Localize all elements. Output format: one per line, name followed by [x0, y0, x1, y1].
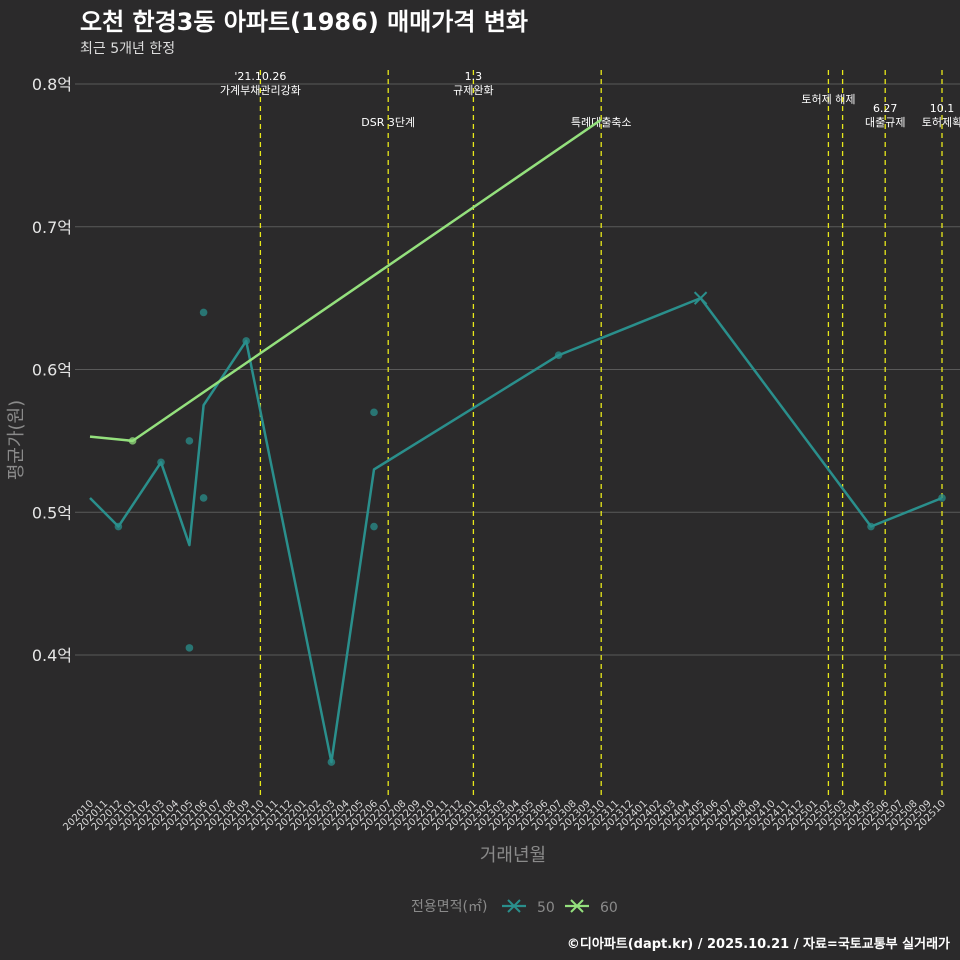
y-tick-label: 0.4억 [32, 646, 72, 665]
data-point-50 [242, 337, 250, 345]
chart-title: 오천 한경3동 아파트(1986) 매매가격 변화 [80, 8, 528, 36]
data-point-50 [199, 494, 208, 502]
source-caption: ©디아파트(dapt.kr) / 2025.10.21 / 자료=국토교통부 실… [567, 936, 950, 952]
event-label: 가계부채관리강화 [220, 84, 301, 97]
y-tick-label: 0.7억 [32, 218, 72, 237]
event-label: 규제완화 [453, 84, 493, 97]
event-label: '21.10.26 [234, 70, 286, 83]
data-point-50 [327, 758, 336, 766]
data-point-50 [157, 458, 165, 467]
y-axis-ticks: 0.4억 0.5억 0.6억 0.7억 0.8억 [32, 75, 72, 665]
series-line-60 [89, 118, 602, 443]
data-point-60 [128, 437, 137, 445]
chart-subtitle: 최근 5개년 한정 [80, 41, 175, 57]
y-tick-label: 0.6억 [32, 361, 72, 380]
event-label: 10.1 [930, 102, 955, 115]
series-line-50 [89, 296, 943, 764]
legend-item-label: 50 [537, 900, 555, 916]
legend-title: 전용면적(㎡) [411, 899, 487, 915]
data-point-50 [370, 522, 378, 531]
legend-item-label: 60 [600, 900, 618, 916]
y-tick-label: 0.8억 [32, 75, 72, 94]
x-marker-50 [693, 291, 708, 305]
data-point-50 [114, 522, 123, 531]
event-label: 토허제확 [922, 116, 960, 129]
data-point-50 [867, 522, 875, 531]
event-label: 토허제 해제 [801, 92, 855, 106]
event-label: 특례대출축소 [571, 116, 632, 129]
y-tick-label: 0.5억 [32, 503, 72, 522]
data-point-50 [185, 644, 194, 652]
data-point-50 [938, 494, 946, 502]
event-label: 대출규제 [865, 116, 905, 129]
data-point-50 [199, 308, 208, 317]
event-label: DSR 3단계 [361, 116, 415, 129]
data-point-50 [370, 408, 378, 417]
grid-lines [75, 83, 960, 656]
data-point-50 [554, 351, 563, 360]
x-axis-label: 거래년월 [480, 845, 546, 866]
legend: 전용면적(㎡) 50 60 [411, 899, 618, 916]
x-axis-ticks: 2020102020112020122021012021022021032021… [61, 798, 948, 833]
data-series [89, 118, 946, 766]
y-axis-label: 평균가(원) [6, 400, 27, 480]
data-point-50 [185, 437, 194, 445]
legend-swatch-x [570, 899, 584, 913]
event-label: 6.27 [873, 102, 898, 115]
event-label: 1.3 [465, 70, 483, 83]
legend-swatch-x [507, 899, 521, 913]
